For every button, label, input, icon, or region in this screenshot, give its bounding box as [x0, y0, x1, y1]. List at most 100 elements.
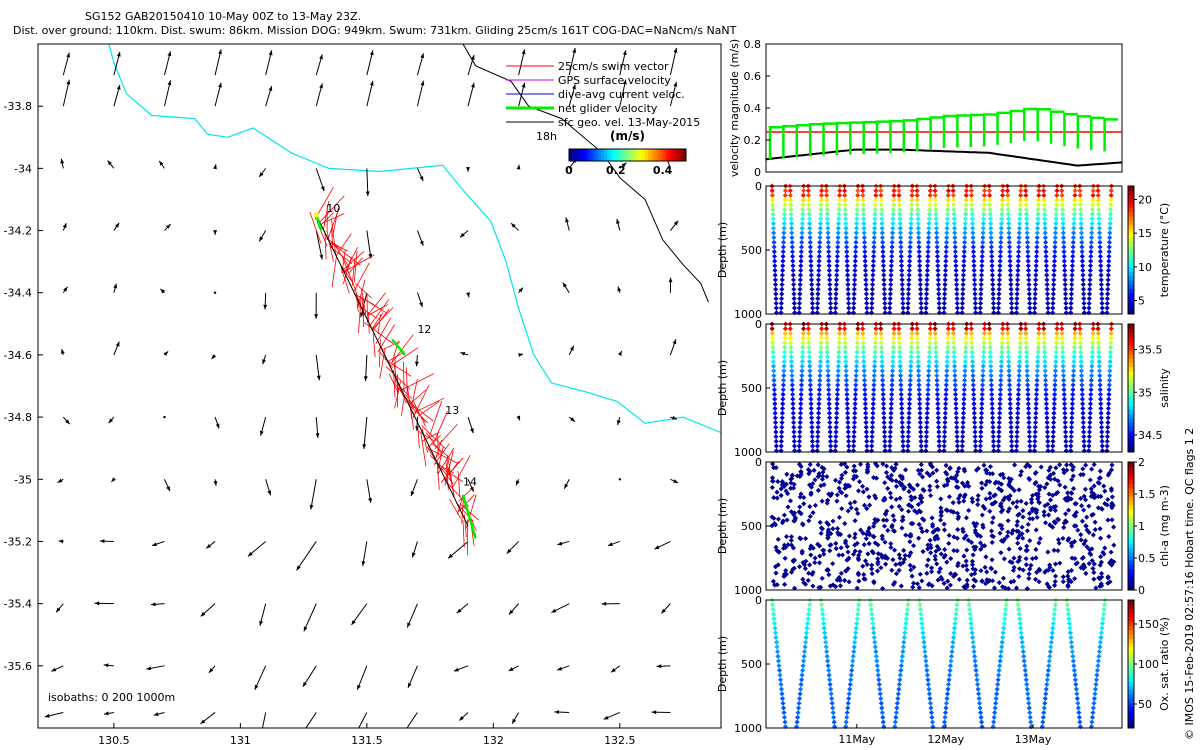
sfc-velocity-vector	[557, 540, 570, 546]
profile-point	[1033, 267, 1039, 274]
profile-point	[1079, 249, 1085, 255]
map-ytick-label: -34.2	[4, 225, 32, 238]
sfc-velocity-vector	[103, 663, 114, 668]
profile-point	[779, 282, 785, 288]
profile-point	[879, 221, 885, 227]
profile-point	[1053, 206, 1059, 213]
profile-point	[1026, 286, 1032, 292]
profile-point	[791, 282, 797, 288]
profile-point	[1095, 188, 1101, 194]
profile-colorbar-cell	[1128, 258, 1134, 264]
velocity-ticks: 0 0.2 0.4 0.6 0.8	[744, 38, 770, 179]
swim-vector	[458, 488, 473, 502]
velocity-net-segment	[956, 114, 971, 148]
swim-vector	[319, 195, 345, 222]
sfc-velocity-vector	[163, 351, 169, 357]
map-ytick-label: -34.4	[4, 287, 32, 300]
profile-point	[781, 221, 787, 227]
profile-point	[854, 206, 860, 213]
profile-point	[1089, 211, 1095, 217]
profile-point	[815, 282, 821, 288]
profile-colorbar-cell	[1128, 349, 1134, 355]
swim-vector	[372, 307, 394, 330]
sfc-velocity-vector	[113, 283, 118, 293]
profile-point	[1023, 206, 1029, 213]
profile-point	[943, 258, 949, 264]
swim-vector	[421, 431, 440, 443]
sfc-velocity-vector	[518, 352, 524, 357]
day-label: 12	[417, 323, 431, 336]
profile-point	[944, 221, 950, 227]
colorbar-cell	[621, 149, 626, 161]
profile-point	[1090, 202, 1096, 208]
map-content: 10 12 13 14	[44, 44, 721, 728]
sfc-velocity-vector	[565, 217, 570, 231]
profile-point	[1043, 249, 1049, 255]
profile-point	[854, 221, 860, 227]
swim-vector	[401, 394, 406, 416]
profile-colorbar-cell	[1128, 483, 1134, 489]
profile-point	[1059, 188, 1065, 194]
map-xtick-label: 130.5	[98, 734, 130, 747]
swim-vector	[372, 308, 390, 332]
map-legend: 25cm/s swim vector GPS surface velocity …	[506, 60, 700, 143]
profile-colorbar-cell	[1128, 604, 1134, 610]
profile-point	[1053, 221, 1059, 227]
profile-colorbar-cell	[1128, 362, 1134, 368]
profile-point	[1089, 221, 1095, 227]
colorbar-cell	[630, 149, 634, 161]
swim-vector	[421, 425, 446, 450]
colorbar-tick-label: 0.4	[653, 164, 673, 177]
profile-point	[1078, 221, 1084, 227]
profile-point	[779, 286, 785, 292]
profile-point	[1050, 305, 1056, 311]
profile-point	[780, 249, 786, 255]
swim-vector	[412, 384, 430, 419]
profile-point	[1024, 225, 1030, 231]
profile-point	[807, 221, 813, 227]
sfc-velocity-vector	[619, 162, 627, 169]
profile-colorbar-cell	[1128, 430, 1134, 436]
swim-vector	[321, 213, 345, 224]
colorbar-cell	[677, 149, 681, 161]
colorbar-cell	[627, 149, 631, 161]
profile-point	[1069, 263, 1075, 269]
profile-point	[935, 263, 941, 269]
profile-point	[1044, 282, 1050, 288]
sfc-velocity-vector	[160, 288, 166, 294]
profile-point	[1041, 206, 1047, 213]
profile-point	[1097, 249, 1103, 255]
profile-point	[1060, 235, 1067, 241]
colorbar-cell	[604, 149, 608, 161]
profile-point	[807, 244, 813, 250]
profile-point	[1026, 291, 1032, 297]
profile-point	[854, 216, 860, 222]
profile-point	[798, 258, 804, 264]
profile-point	[978, 282, 984, 288]
profile-point	[1087, 282, 1093, 288]
swim-vector	[456, 496, 464, 515]
profile-point	[1079, 244, 1085, 250]
sfc-velocity-vector	[518, 49, 526, 76]
profile-colorbar-cell	[1128, 681, 1134, 686]
sfc-velocity-vector	[305, 712, 317, 728]
profile-colorbar-cell	[1128, 538, 1134, 544]
profile-point	[863, 286, 869, 292]
profile-point	[844, 253, 850, 259]
sfc-velocity-vector	[265, 479, 272, 496]
velocity-ytick-label: 0.2	[744, 134, 762, 147]
swim-vector	[377, 314, 381, 335]
sfc-velocity-vector	[554, 710, 570, 715]
profile-point	[852, 263, 858, 269]
profile-point	[782, 211, 788, 217]
profile-point	[917, 286, 924, 292]
colorbar-units: (m/s)	[610, 129, 645, 143]
profile-point	[953, 277, 959, 283]
profile-point	[852, 277, 858, 283]
profile-point	[963, 192, 969, 198]
net-glider-velocity	[461, 494, 477, 539]
profile-point	[1034, 235, 1040, 241]
profile-point	[916, 239, 922, 245]
legend-swim-label: 25cm/s swim vector	[558, 60, 669, 73]
profile-point	[789, 235, 795, 241]
